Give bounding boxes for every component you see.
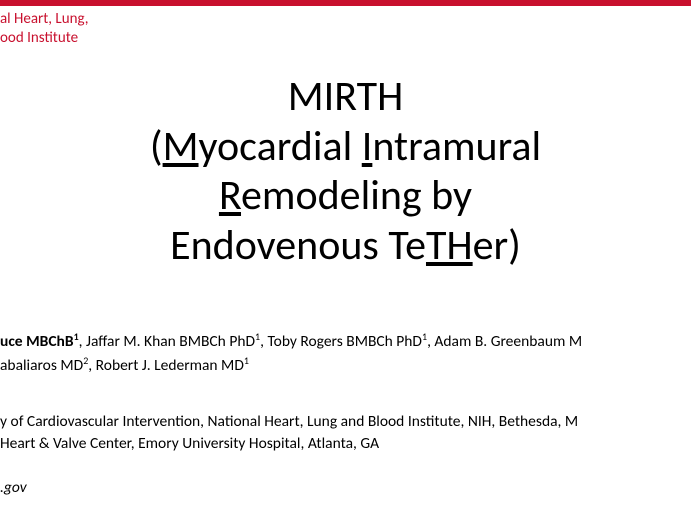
author-3: , Toby Rogers BMBCh PhD xyxy=(260,332,422,351)
title-t-er: er) xyxy=(473,220,521,271)
affiliation-1: y of Cardiovascular Intervention, Nation… xyxy=(0,412,681,433)
title-u-R: R xyxy=(219,170,241,221)
author-2: , Jaffar M. Khan BMBCh PhD xyxy=(79,332,255,351)
title-t-intramural: ntramural xyxy=(372,121,541,172)
affiliation-2: Heart & Valve Center, Emory University H… xyxy=(0,434,681,455)
contact-email: .gov xyxy=(0,478,27,497)
affiliations-block: y of Cardiovascular Intervention, Nation… xyxy=(0,412,681,456)
paren-open: ( xyxy=(150,121,163,172)
logo-line-1: al Heart, Lung, xyxy=(0,10,88,29)
title-line-4: Endovenous TeTHer) xyxy=(0,221,691,271)
author-4: , Adam B. Greenbaum M xyxy=(427,332,582,351)
lead-author: uce MBChB1 xyxy=(0,332,79,351)
title-line-2: (Myocardial Intramural xyxy=(0,122,691,172)
title-t-endovenous: Endovenous Te xyxy=(170,220,426,271)
author-5: abaliaros MD xyxy=(0,356,83,375)
title-t-myocardial: yocardial xyxy=(199,121,362,172)
title-line-1: MIRTH xyxy=(0,72,691,122)
title-u-M: M xyxy=(163,121,199,172)
institute-logo-text: al Heart, Lung, ood Institute xyxy=(0,10,88,48)
lead-author-text: uce MBChB xyxy=(0,332,74,351)
title-u-I: I xyxy=(362,121,373,172)
header-red-bar xyxy=(0,0,691,6)
authors-block: uce MBChB1, Jaffar M. Khan BMBCh PhD 1 , T… xyxy=(0,330,681,378)
logo-line-2: ood Institute xyxy=(0,29,88,48)
title-t-remodeling: emodeling by xyxy=(241,170,472,221)
slide-title: MIRTH (Myocardial Intramural Remodeling … xyxy=(0,72,691,270)
title-u-TH: TH xyxy=(426,220,473,271)
author-6: , Robert J. Lederman MD xyxy=(88,356,244,375)
authors-row-2: abaliaros MD2, Robert J. Lederman MD1 xyxy=(0,354,681,377)
author-6-sup: 1 xyxy=(244,354,249,367)
authors-row-1: uce MBChB1, Jaffar M. Khan BMBCh PhD1, T… xyxy=(0,330,681,353)
title-line-3: Remodeling by xyxy=(0,171,691,221)
